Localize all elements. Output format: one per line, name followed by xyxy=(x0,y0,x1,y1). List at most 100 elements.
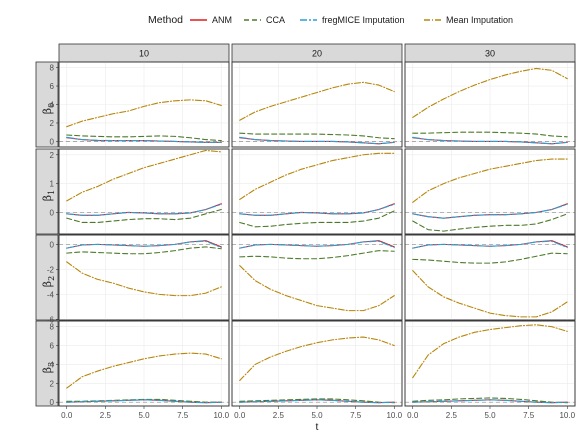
x-tick-label: 7.5 xyxy=(523,411,535,420)
series-line-fregmice-imputation xyxy=(66,399,222,404)
row-strip-label: β3 xyxy=(41,362,56,373)
series-line-mean-imputation xyxy=(66,99,222,128)
series-line-cca xyxy=(66,134,222,142)
legend-item-fregmice-imputation: fregMICE Imputation xyxy=(300,15,405,25)
x-tick-label: 10.0 xyxy=(559,411,575,420)
row-strip: β2 xyxy=(35,234,59,321)
column-strip-label: 30 xyxy=(485,49,495,59)
column-strip: 10 xyxy=(58,43,230,63)
column-strip-label: 10 xyxy=(139,49,149,59)
y-tick-label: 8 xyxy=(50,323,55,332)
series-line-cca xyxy=(412,213,568,232)
panel xyxy=(404,234,576,321)
column-strip: 20 xyxy=(231,43,403,63)
panel xyxy=(231,320,403,407)
y-tick-label: -4 xyxy=(47,290,55,299)
y-tick-label: 6 xyxy=(50,82,55,91)
y-tick-label: 2 xyxy=(50,379,55,388)
series-line-cca xyxy=(239,132,395,140)
series-line-fregmice-imputation xyxy=(412,203,568,219)
y-tick-label: -2 xyxy=(47,265,55,274)
series-line-fregmice-imputation xyxy=(412,136,568,145)
series-line-fregmice-imputation xyxy=(239,399,395,404)
series-line-fregmice-imputation xyxy=(239,203,395,216)
panel xyxy=(404,148,576,235)
series-line-mean-imputation xyxy=(412,158,568,203)
legend-item-cca: CCA xyxy=(244,15,285,25)
x-tick-label: 5.0 xyxy=(484,411,496,420)
series-line-cca xyxy=(412,252,568,264)
legend: Method ANM CCA fregMICE Imputation Mean Imp… xyxy=(148,14,513,26)
series-line-cca xyxy=(239,250,395,260)
panel xyxy=(231,234,403,321)
column-strip: 30 xyxy=(404,43,576,63)
series-line-mean-imputation xyxy=(239,265,395,312)
series-line-mean-imputation xyxy=(412,67,568,118)
series-line-fregmice-imputation xyxy=(239,240,395,249)
y-tick-label: 2 xyxy=(50,119,55,128)
x-tick-label: 0.0 xyxy=(234,411,246,420)
series-line-mean-imputation xyxy=(412,324,568,379)
x-tick-label: 0.0 xyxy=(61,411,73,420)
column-strip-label: 20 xyxy=(312,49,322,59)
series-line-cca xyxy=(239,210,395,228)
y-tick-label: 1 xyxy=(50,180,55,189)
x-tick-label: 7.5 xyxy=(350,411,362,420)
legend-label: Mean Imputation xyxy=(446,15,513,25)
y-tick-label: 0 xyxy=(50,137,55,146)
y-tick-label: 2 xyxy=(50,151,55,160)
series-line-fregmice-imputation xyxy=(66,240,222,249)
legend-label: CCA xyxy=(266,15,285,25)
x-axis-title: t xyxy=(316,421,319,433)
panel xyxy=(58,148,230,235)
series-line-mean-imputation xyxy=(412,270,568,318)
y-tick-label: 6 xyxy=(50,342,55,351)
y-tick-label: 0 xyxy=(50,240,55,249)
x-tick-label: 7.5 xyxy=(177,411,189,420)
series-line-cca xyxy=(412,397,568,404)
series-line-mean-imputation xyxy=(239,81,395,121)
series-line-fregmice-imputation xyxy=(412,399,568,404)
legend-label: ANM xyxy=(212,15,232,25)
legend-item-anm: ANM xyxy=(190,15,232,25)
series-line-fregmice-imputation xyxy=(412,240,568,249)
x-tick-label: 2.5 xyxy=(100,411,112,420)
series-line-mean-imputation xyxy=(239,152,395,200)
row-strip-label: β1 xyxy=(41,190,56,201)
row-strip: β3 xyxy=(35,320,59,407)
series-line-fregmice-imputation xyxy=(66,136,222,143)
panel xyxy=(404,320,576,407)
y-tick-label: 0 xyxy=(50,208,55,217)
panel xyxy=(231,61,403,148)
panel xyxy=(231,148,403,235)
series-line-mean-imputation xyxy=(66,352,222,389)
legend-title: Method xyxy=(148,14,183,26)
y-tick-label: 4 xyxy=(50,101,55,110)
x-tick-label: 2.5 xyxy=(446,411,458,420)
panel xyxy=(58,61,230,148)
series-line-cca xyxy=(412,131,568,138)
panel xyxy=(404,61,576,148)
x-tick-label: 10.0 xyxy=(213,411,229,420)
x-tick-label: 10.0 xyxy=(386,411,402,420)
y-tick-label: 0 xyxy=(50,398,55,407)
row-strip-label: β2 xyxy=(41,276,56,287)
x-tick-label: 0.0 xyxy=(407,411,419,420)
row-strip: β1 xyxy=(35,148,59,235)
x-tick-label: 5.0 xyxy=(138,411,150,420)
series-line-mean-imputation xyxy=(66,261,222,297)
series-line-cca xyxy=(66,246,222,255)
x-tick-label: 5.0 xyxy=(311,411,323,420)
panel xyxy=(58,320,230,407)
y-tick-label: 4 xyxy=(50,360,55,369)
y-tick-label: -6 xyxy=(47,315,55,324)
series-line-mean-imputation xyxy=(66,149,222,202)
row-strip-label: β0 xyxy=(41,103,56,114)
series-line-cca xyxy=(239,398,395,404)
series-line-fregmice-imputation xyxy=(66,203,222,216)
series-line-mean-imputation xyxy=(239,336,395,382)
legend-item-mean-imputation: Mean Imputation xyxy=(424,15,513,25)
series-line-cca xyxy=(66,208,222,224)
legend-label: fregMICE Imputation xyxy=(322,15,405,25)
